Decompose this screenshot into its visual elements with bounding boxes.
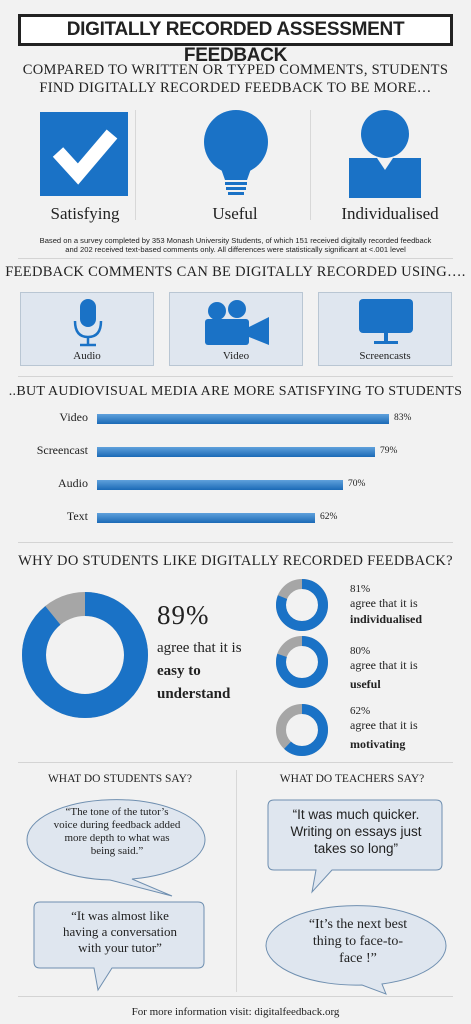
teacher-quote-1-line1: “It was much quicker.	[292, 807, 420, 822]
video-label: Video	[222, 350, 250, 362]
bar-text	[97, 513, 315, 523]
individualised-agree: agree that it is	[350, 596, 418, 610]
survey-note-line1: Based on a survey completed by 353 Monas…	[39, 236, 432, 245]
individualised-donut	[276, 579, 328, 631]
satisfying-label: Satisfying	[50, 204, 120, 223]
checkmark-icon	[40, 112, 128, 196]
individualised-pct: 81%	[350, 583, 371, 595]
students-heading: WHAT DO STUDENTS SAY?	[47, 773, 193, 785]
bar-label-audio: Audio	[58, 476, 88, 490]
bar-label-screencast: Screencast	[36, 443, 88, 457]
monitor-icon	[359, 299, 413, 344]
section3-heading: ..BUT AUDIOVISUAL MEDIA ARE MORE SATISFY…	[8, 384, 463, 399]
bar-video	[97, 414, 389, 424]
section4-heading: WHY DO STUDENTS LIKE DIGITALLY RECORDED …	[18, 553, 453, 569]
useful-agree: agree that it is	[350, 658, 418, 672]
teacher-quote-bubble-1	[267, 799, 443, 894]
bar-screencast	[97, 447, 375, 457]
student-quote-1-line1: “The tone of the tutor’s	[65, 806, 169, 818]
main-pct: 89%	[157, 600, 210, 630]
student-quote-1-line3: more depth to what was	[64, 832, 170, 844]
teacher-quote-2-line2: thing to face-to-	[312, 934, 404, 949]
useful-word: useful	[350, 677, 381, 691]
motivating-word: motivating	[350, 737, 406, 751]
footer-link-text[interactable]: For more information visit: digitalfeedb…	[131, 1006, 340, 1018]
teacher-quote-bubble-2	[265, 905, 447, 995]
page-title: DIGITALLY RECORDED ASSESSMENT FEEDBACK	[18, 14, 453, 66]
bar-value-audio: 70%	[348, 479, 366, 489]
main-agree-line1: agree that it is	[157, 640, 242, 656]
teacher-quote-2-line3: face !”	[339, 951, 377, 966]
useful-donut-value-arc	[276, 636, 328, 688]
individualised-label: Individualised	[341, 204, 439, 223]
video-media-card: Video	[169, 292, 303, 366]
main-agree-line2: easy to	[157, 663, 201, 679]
individualised-word: individualised	[350, 612, 423, 626]
survey-note-line2: and 202 received text-based comments onl…	[65, 245, 406, 254]
main-donut-value-arc	[22, 592, 148, 718]
lightbulb-icon	[204, 110, 268, 195]
video-camera-icon	[205, 300, 269, 345]
teachers-heading: WHAT DO TEACHERS SAY?	[279, 773, 425, 785]
bar-value-video: 83%	[394, 413, 412, 423]
main-donut-chart	[22, 592, 148, 718]
teacher-quote-2-line1: “It’s the next best	[308, 917, 408, 932]
individualised-donut-value-arc	[276, 579, 328, 631]
useful-pct: 80%	[350, 645, 371, 657]
satisfaction-bar-chart: Video 83% Screencast 79% Audio 70% Text 62%	[0, 404, 471, 534]
screencasts-label: Screencasts	[359, 350, 411, 362]
student-quote-2-line3: with your tutor”	[78, 940, 162, 955]
student-quote-2-line1: “It was almost like	[71, 908, 169, 923]
section1-heading-line1: COMPARED TO WRITTEN OR TYPED COMMENTS, S…	[22, 62, 449, 78]
student-quote-1-line4: being said.”	[90, 845, 144, 857]
teacher-quote-1-line2: Writing on essays just	[290, 824, 422, 839]
student-quote-1-line2: voice during feedback added	[53, 819, 181, 831]
audio-label: Audio	[73, 350, 101, 362]
student-quote-2-line2: having a conversation	[62, 924, 178, 939]
bar-audio	[97, 480, 343, 490]
teacher-quote-1-line3: takes so long”	[313, 841, 399, 856]
motivating-donut-value-arc	[276, 704, 328, 756]
bar-label-text: Text	[66, 509, 88, 523]
section2-heading: FEEDBACK COMMENTS CAN BE DIGITALLY RECOR…	[5, 264, 466, 280]
microphone-icon	[73, 299, 103, 347]
motivating-donut	[276, 704, 328, 756]
bar-value-text: 62%	[320, 512, 338, 522]
motivating-pct: 62%	[350, 705, 371, 717]
useful-donut	[276, 636, 328, 688]
bar-label-video: Video	[59, 410, 88, 424]
student-quote-bubble-2	[33, 901, 205, 992]
screencasts-media-card: Screencasts	[318, 292, 452, 366]
person-icon	[349, 110, 421, 198]
main-agree-line3: understand	[157, 686, 231, 702]
section1-heading-line2: FIND DIGITALLY RECORDED FEEDBACK TO BE M…	[39, 80, 432, 96]
bar-value-screencast: 79%	[380, 446, 398, 456]
audio-media-card: Audio	[20, 292, 154, 366]
student-quote-bubble-1	[26, 799, 206, 897]
motivating-agree: agree that it is	[350, 718, 418, 732]
useful-label: Useful	[212, 204, 258, 223]
